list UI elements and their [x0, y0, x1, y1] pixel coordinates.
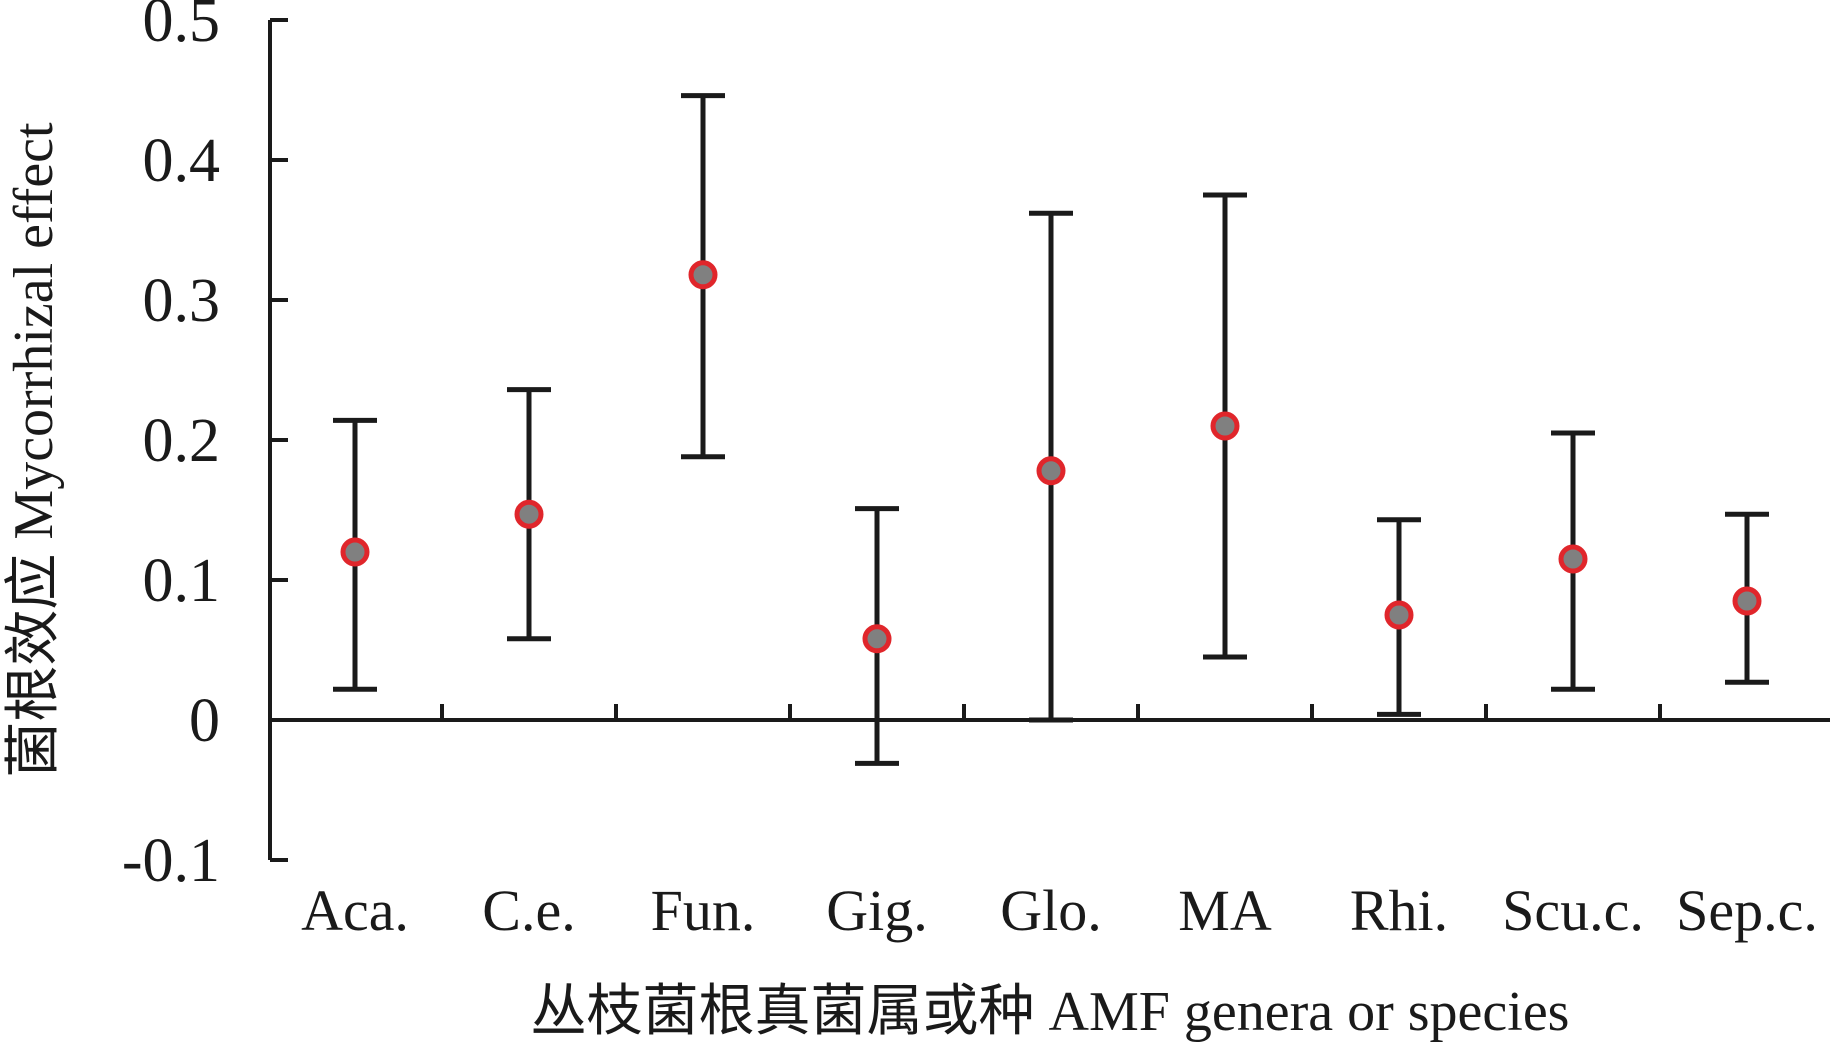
data-point: [340, 537, 370, 567]
x-category-label: Sep.c.: [1676, 878, 1818, 943]
data-point: [1558, 544, 1588, 574]
data-point: [514, 499, 544, 529]
y-tick-label: 0: [189, 687, 220, 755]
category-labels: Aca. C.e. Fun. Gig. Glo. MA Rhi. Scu.c. Sep.c.: [301, 878, 1818, 943]
y-axis-title: 菌根效应 Mycorrhizal effect: [3, 122, 65, 778]
y-tick-label: 0.3: [143, 267, 221, 335]
data-point: [1732, 586, 1762, 616]
data-point: [1384, 600, 1414, 630]
y-ticks: -0.1 0 0.1 0.2 0.3 0.4 0.5: [122, 0, 288, 895]
x-ticks: [440, 704, 1662, 720]
x-category-label: Rhi.: [1350, 878, 1448, 943]
data-point: [1210, 411, 1240, 441]
data-point: [1036, 456, 1066, 486]
y-tick-label: 0.4: [143, 127, 221, 195]
x-category-label: Scu.c.: [1502, 878, 1644, 943]
x-axis-title: 丛枝菌根真菌属或种 AMF genera or species: [531, 981, 1570, 1043]
x-category-label: Fun.: [651, 878, 756, 943]
data-point: [688, 260, 718, 290]
y-tick-label: 0.2: [143, 407, 221, 475]
x-category-label: Gig.: [826, 878, 928, 943]
data-point: [862, 624, 892, 654]
y-tick-label: 0.5: [143, 0, 221, 55]
series: [333, 93, 1769, 766]
x-category-label: MA: [1178, 878, 1272, 943]
y-tick-label: -0.1: [122, 827, 220, 895]
x-category-label: C.e.: [482, 878, 575, 943]
x-category-label: Aca.: [301, 878, 409, 943]
x-category-label: Glo.: [1000, 878, 1102, 943]
y-tick-label: 0.1: [143, 547, 221, 615]
